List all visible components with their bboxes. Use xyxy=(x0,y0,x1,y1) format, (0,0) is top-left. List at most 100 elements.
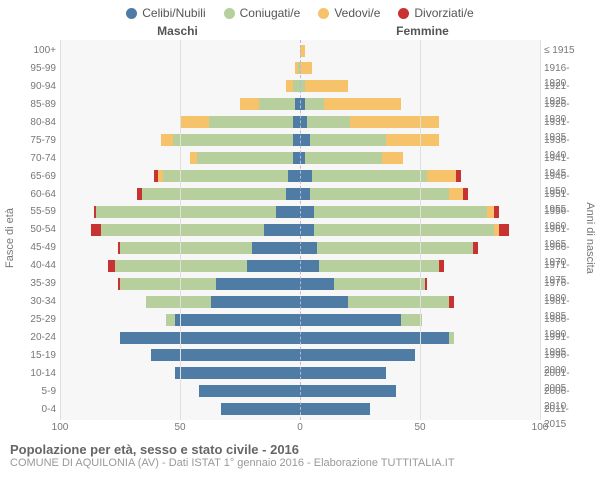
legend-swatch xyxy=(126,8,137,19)
bar-seg-cel xyxy=(293,152,300,164)
bar-seg-ved xyxy=(180,116,209,128)
bar-seg-con xyxy=(197,152,293,164)
bar-seg-cel xyxy=(175,314,300,326)
x-tick: 100 xyxy=(52,422,69,433)
bar-seg-ved xyxy=(386,134,439,146)
bar-seg-ved xyxy=(286,80,293,92)
age-label: 40-44 xyxy=(5,258,60,273)
age-label: 10-14 xyxy=(5,366,60,381)
bar-seg-ved xyxy=(161,134,173,146)
bar-seg-cel xyxy=(300,260,319,272)
bar-seg-con xyxy=(310,188,449,200)
bar-seg-con xyxy=(166,314,176,326)
legend-item: Celibi/Nubili xyxy=(126,6,205,20)
bar-seg-cel xyxy=(293,134,300,146)
bar-seg-cel xyxy=(300,278,334,290)
birth-year-label: 1941-1945 xyxy=(540,151,595,166)
chart-title: Popolazione per età, sesso e stato civil… xyxy=(10,442,590,457)
legend-swatch xyxy=(224,8,235,19)
legend-label: Divorziati/e xyxy=(414,6,473,20)
bar-seg-div xyxy=(463,188,468,200)
bar-seg-ved xyxy=(300,62,312,74)
bar-seg-cel xyxy=(300,314,401,326)
x-tick: 100 xyxy=(532,422,549,433)
bar-seg-cel xyxy=(175,367,300,379)
age-label: 65-69 xyxy=(5,169,60,184)
age-label: 55-59 xyxy=(5,204,60,219)
x-tick: 0 xyxy=(297,422,303,433)
bar-seg-cel xyxy=(300,170,312,182)
age-label: 25-29 xyxy=(5,312,60,327)
bar-seg-con xyxy=(101,224,264,236)
age-label: 0-4 xyxy=(5,402,60,417)
age-labels: 0-45-910-1415-1920-2425-2930-3435-3940-4… xyxy=(5,40,60,420)
birth-year-label: 1961-1965 xyxy=(540,222,595,237)
bar-seg-cel xyxy=(286,188,300,200)
birth-year-label: 2011-2015 xyxy=(540,402,595,417)
bar-seg-con xyxy=(305,98,324,110)
bar-seg-cel xyxy=(300,332,449,344)
female-header: Femmine xyxy=(305,24,540,38)
age-label: 60-64 xyxy=(5,187,60,202)
bar-seg-con xyxy=(317,242,473,254)
bar-seg-con xyxy=(96,206,276,218)
age-label: 80-84 xyxy=(5,115,60,130)
birth-year-label: 1936-1940 xyxy=(540,133,595,148)
bar-seg-con xyxy=(142,188,286,200)
center-line xyxy=(300,40,301,420)
bar-seg-con xyxy=(314,206,487,218)
bar-seg-ved xyxy=(449,188,463,200)
bar-seg-con xyxy=(307,116,350,128)
bar-seg-con xyxy=(163,170,288,182)
bar-seg-ved xyxy=(240,98,259,110)
legend-swatch xyxy=(318,8,329,19)
bar-seg-cel xyxy=(300,134,310,146)
bar-seg-cel xyxy=(300,349,415,361)
birth-year-label: 1986-1990 xyxy=(540,312,595,327)
birth-year-label: 1981-1985 xyxy=(540,294,595,309)
bar-seg-cel xyxy=(252,242,300,254)
bar-seg-div xyxy=(494,206,499,218)
bar-seg-ved xyxy=(190,152,197,164)
bar-seg-div xyxy=(108,260,115,272)
birth-year-label: 1946-1950 xyxy=(540,169,595,184)
bar-seg-con xyxy=(310,134,387,146)
bar-seg-cel xyxy=(300,242,317,254)
bar-seg-cel xyxy=(247,260,300,272)
age-label: 45-49 xyxy=(5,240,60,255)
bar-seg-cel xyxy=(199,385,300,397)
bar-seg-div xyxy=(473,242,478,254)
bar-seg-con xyxy=(146,296,211,308)
age-label: 100+ xyxy=(5,43,60,58)
birth-year-label: 1991-1995 xyxy=(540,330,595,345)
birth-year-label: 1921-1925 xyxy=(540,79,595,94)
bar-seg-ved xyxy=(324,98,401,110)
bar-seg-ved xyxy=(427,170,456,182)
birth-year-label: 1951-1955 xyxy=(540,187,595,202)
bar-seg-cel xyxy=(211,296,300,308)
bar-seg-ved xyxy=(382,152,404,164)
bar-seg-con xyxy=(449,332,454,344)
gender-headers: Maschi Femmine xyxy=(0,20,600,40)
x-axis: 10050050100 xyxy=(60,420,540,436)
bar-seg-div xyxy=(91,224,101,236)
bar-seg-div xyxy=(449,296,454,308)
bar-seg-div xyxy=(499,224,509,236)
bar-seg-con xyxy=(115,260,247,272)
bar-seg-cel xyxy=(300,188,310,200)
chart-subtitle: COMUNE DI AQUILONIA (AV) - Dati ISTAT 1°… xyxy=(10,457,590,469)
bar-seg-con xyxy=(120,278,216,290)
birth-year-label: 2006-2010 xyxy=(540,384,595,399)
plot-area: 0-45-910-1415-1920-2425-2930-3435-3940-4… xyxy=(60,40,540,420)
chart-footer: Popolazione per età, sesso e stato civil… xyxy=(0,436,600,469)
bar-seg-con xyxy=(312,170,427,182)
bar-seg-cel xyxy=(300,116,307,128)
legend: Celibi/NubiliConiugati/eVedovi/eDivorzia… xyxy=(0,0,600,20)
bar-seg-con xyxy=(209,116,293,128)
legend-item: Divorziati/e xyxy=(398,6,473,20)
age-label: 95-99 xyxy=(5,61,60,76)
birth-year-label: 1976-1980 xyxy=(540,276,595,291)
birth-year-label: 1931-1935 xyxy=(540,115,595,130)
legend-label: Celibi/Nubili xyxy=(142,6,205,20)
bar-seg-cel xyxy=(300,385,396,397)
